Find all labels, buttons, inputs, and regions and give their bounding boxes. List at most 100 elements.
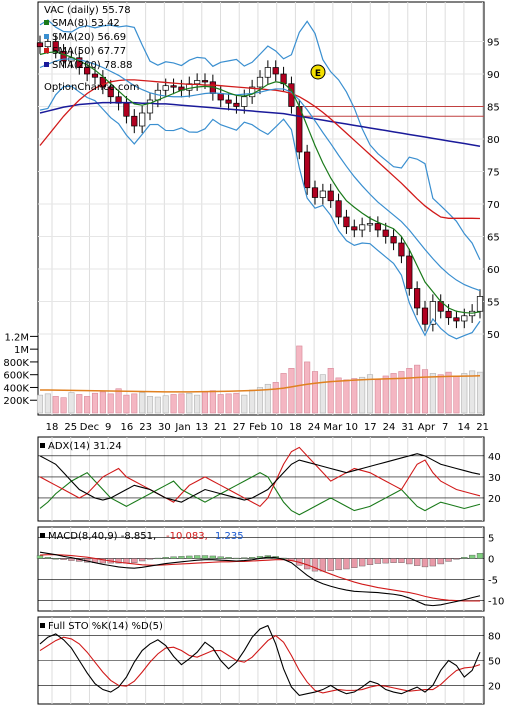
sto-k-line: [39, 624, 481, 696]
candle-body: [382, 229, 389, 237]
volume-bar: [209, 390, 216, 414]
legend-swatch-sma8: [44, 20, 49, 25]
volume-bar: [99, 391, 106, 414]
legend-sma20: SMA(20) 56.69: [52, 32, 126, 43]
sto-label: Full STO %K(14) %D(5): [48, 621, 163, 632]
legend-sma50: SMA(50) 67.77: [52, 46, 126, 57]
macd-signal-value: -10.083,: [166, 531, 208, 542]
volume-bar: [280, 373, 287, 414]
macd-histogram-bar: [351, 558, 358, 568]
volume-bar: [84, 396, 91, 414]
volume-bar: [311, 371, 319, 414]
macd-histogram-bar: [406, 558, 413, 565]
price-tick-label: 90: [487, 70, 500, 81]
candle-body: [225, 99, 232, 104]
macd-histogram-bar: [233, 557, 240, 560]
price-tick-label: 70: [487, 200, 500, 211]
macd-histogram-bar: [193, 555, 201, 559]
price-tick-label: 80: [487, 135, 500, 146]
candle-body: [406, 255, 413, 289]
macd-histogram-bar: [453, 558, 460, 560]
price-tick-label: 60: [487, 265, 500, 276]
volume-bar: [131, 393, 138, 414]
candle-body: [311, 187, 319, 198]
x-tick-label: Apr: [418, 422, 436, 433]
x-tick-label: 9: [105, 422, 111, 433]
x-tick-label: 25: [64, 422, 77, 433]
candle-body: [146, 99, 154, 114]
volume-bar: [36, 394, 44, 414]
price-tick-label: 75: [487, 168, 500, 179]
candle-body: [343, 216, 350, 228]
adx-tick-label: 20: [488, 494, 501, 505]
x-tick-label: 16: [121, 422, 134, 433]
sma20-line: [39, 58, 481, 292]
volume-bar: [154, 396, 161, 414]
volume-bar: [52, 396, 59, 414]
volume-bar: [241, 394, 248, 414]
macd-hist-value: 1.235: [215, 531, 244, 542]
macd-histogram-bar: [398, 558, 405, 563]
volume-bar: [296, 345, 303, 414]
volume-bar: [44, 393, 51, 414]
macd-legend: MACD(8,40,9) -8.851, -10.083, 1.235: [40, 531, 244, 542]
price-tick-label: 55: [487, 298, 500, 309]
volume-tick-label: 600K: [3, 371, 29, 382]
volume-bar: [374, 379, 381, 414]
candle-body: [217, 93, 224, 101]
volume-bar: [272, 382, 279, 414]
volume-bar: [304, 361, 311, 414]
x-tick-label: 23: [139, 422, 152, 433]
macd-histogram-bar: [358, 558, 366, 567]
candle-body: [60, 50, 67, 62]
volume-bar: [382, 375, 389, 414]
adx-line: [39, 453, 481, 503]
macd-label: MACD(8,40,9) -8.851,: [48, 531, 156, 542]
volume-bar: [178, 393, 185, 414]
candle-body: [453, 317, 460, 322]
macd-histogram-bar: [366, 558, 374, 565]
candle-body: [256, 76, 264, 88]
macd-histogram-bar: [445, 558, 452, 562]
macd-histogram-bar: [335, 558, 342, 571]
volume-bar: [445, 371, 452, 414]
sma8-line: [39, 51, 481, 314]
macd-histogram-bar: [99, 558, 107, 564]
price-tick-label: 95: [487, 38, 500, 49]
macd-tick-label: 5: [488, 533, 494, 544]
macd-histogram-bar: [178, 556, 185, 559]
candle-body: [390, 236, 397, 244]
macd-histogram-bar: [241, 557, 248, 559]
candle-body: [139, 112, 146, 127]
volume-bar: [217, 394, 224, 414]
macd-histogram-bar: [248, 557, 256, 559]
legend-sma200: SMA(200) 78.88: [52, 60, 133, 71]
macd-histogram-bar: [60, 558, 67, 560]
volume-average-line: [40, 374, 481, 393]
macd-histogram-bar: [476, 553, 484, 559]
sto-d-line: [39, 634, 481, 694]
ticker-label: VAC (daily) 55.78: [44, 5, 131, 16]
di-minus-line: [39, 446, 481, 508]
macd-histogram-bar: [138, 558, 146, 562]
volume-bar: [398, 371, 405, 414]
volume-bar: [225, 393, 232, 414]
volume-tick-label: 1M: [14, 345, 29, 356]
adx-tick-label: 40: [488, 452, 501, 463]
x-tick-label: 31: [401, 422, 414, 433]
sto-tick-label: 50: [488, 657, 501, 668]
volume-bar: [437, 374, 444, 414]
price-tick-label: 85: [487, 103, 500, 114]
volume-bar: [390, 373, 397, 414]
earnings-badge-label: E: [315, 69, 321, 79]
bollinger-lower-line: [39, 85, 481, 340]
candle-body: [304, 151, 311, 189]
adx-label: ADX(14) 31.24: [48, 441, 122, 452]
volume-tick-label: 200K: [3, 396, 29, 407]
volume-bar: [461, 373, 468, 414]
x-tick-label: Feb: [249, 422, 267, 433]
adx-legend: ADX(14) 31.24: [40, 441, 122, 452]
volume-bar: [60, 397, 67, 414]
sto-legend: Full STO %K(14) %D(5): [40, 621, 163, 632]
